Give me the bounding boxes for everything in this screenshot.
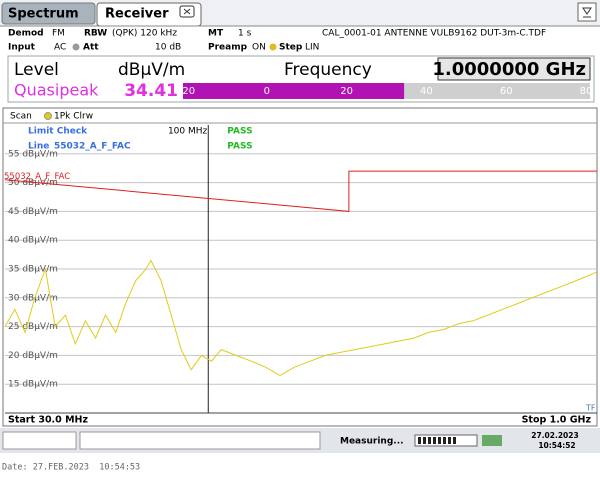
level-bar-tick-label: 60 — [500, 86, 513, 97]
limit-check-result: PASS — [227, 127, 252, 137]
status-date: 27.02.2023 — [531, 431, 578, 440]
frequency-value: 1.0000000 GHz — [432, 59, 586, 80]
tab-label: Receiver — [105, 7, 169, 22]
y-tick-label: 20 dBµV/m — [8, 351, 58, 361]
setting-label: Preamp — [208, 43, 248, 53]
setting-value: FM — [52, 29, 65, 39]
limit-line-name: 55032_A_F_FAC — [54, 142, 131, 152]
level-bar-tick-label: 20 — [340, 86, 353, 97]
y-tick-label: 30 dBµV/m — [8, 293, 58, 303]
setting-label: RBW — [84, 29, 107, 39]
menu-icon[interactable] — [577, 2, 597, 22]
frequency-box[interactable] — [437, 57, 591, 81]
level-label: Level — [14, 60, 59, 80]
level-bar — [183, 83, 405, 99]
softkey[interactable] — [79, 431, 321, 450]
level-bar-tick-label: 40 — [420, 86, 433, 97]
setting-value: 10 dB — [155, 43, 181, 53]
setting-value: ON — [252, 43, 266, 53]
frequency-label: Frequency — [284, 60, 372, 80]
level-unit: dBµV/m — [118, 60, 185, 80]
y-tick-label: 45 dBµV/m — [8, 207, 58, 217]
status-time: 10:54:52 — [538, 441, 575, 450]
scan-label: Scan — [10, 112, 32, 122]
trace — [4, 259, 598, 377]
indicator — [269, 43, 277, 51]
plot-panel — [2, 107, 598, 427]
y-tick-label: 25 dBµV/m — [8, 322, 58, 332]
setting-label: MT — [208, 29, 224, 39]
setting-label: Step — [279, 43, 303, 53]
setting-value: LIN — [305, 43, 319, 53]
y-tick-label: 35 dBµV/m — [8, 265, 58, 275]
limit-line — [4, 170, 597, 212]
transducer: CAL_0001-01 ANTENNE VULB9162 DUT-3m-C.TD… — [322, 29, 546, 39]
legend-entry: 1Pk Clrw — [54, 112, 93, 122]
setting-value: AC — [54, 43, 66, 53]
tab[interactable] — [1, 2, 96, 25]
status-text: Measuring... — [340, 437, 404, 447]
footer: Date: 27.FEB.2023 10:54:53 — [2, 463, 140, 473]
level-bar-tick-label: 0 — [264, 86, 270, 97]
y-tick-label: 50 dBµV/m — [8, 178, 58, 188]
y-tick-label: 40 dBµV/m — [8, 236, 58, 246]
limit-line-label: 55032_A_F_FAC — [4, 172, 70, 182]
limit-line-word: Line — [28, 142, 49, 152]
setting-label: Input — [8, 43, 36, 53]
y-tick-label: 55 dBµV/m — [8, 149, 58, 159]
limit-line-result: PASS — [227, 142, 252, 152]
level-value: 34.41 — [124, 81, 178, 101]
level-bar-tick-label: 80 — [580, 86, 593, 97]
stop-label: Stop 1.0 GHz — [522, 415, 592, 426]
marker-label: 100 MHz — [168, 127, 208, 137]
corner-label: TF — [585, 404, 596, 413]
setting-label: Att — [83, 43, 99, 53]
tab-label: Spectrum — [8, 7, 79, 22]
setting-label: Demod — [8, 29, 44, 39]
status-icon — [482, 435, 502, 446]
trace-indicator — [44, 112, 52, 120]
softkey[interactable] — [2, 431, 77, 450]
start-label: Start 30.0 MHz — [8, 415, 88, 426]
limit-check-label: Limit Check — [28, 127, 88, 137]
detector: Quasipeak — [14, 81, 99, 100]
progress-blocks — [418, 437, 456, 444]
menu-icon-glyph — [582, 7, 592, 18]
setting-value: (QPK) 120 kHz — [112, 29, 177, 39]
y-tick-label: 15 dBµV/m — [8, 380, 58, 390]
level-bar-tick-label: -20 — [179, 86, 195, 97]
close-icon-x — [183, 8, 191, 15]
setting-value: 1 s — [238, 29, 252, 39]
indicator — [72, 43, 80, 51]
